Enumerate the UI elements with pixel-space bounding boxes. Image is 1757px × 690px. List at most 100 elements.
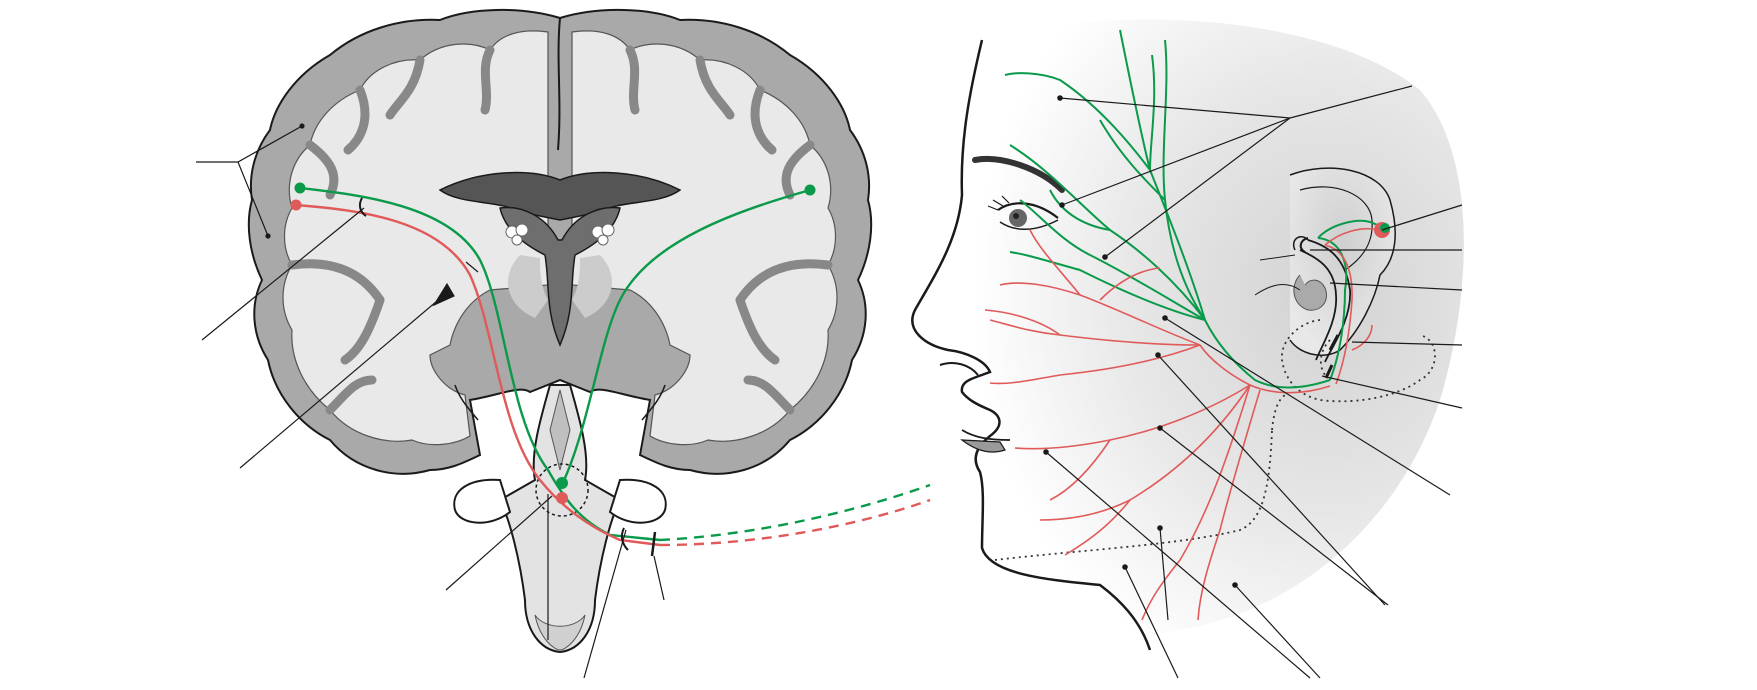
green-branch-1 [1119,29,1206,321]
brainstem [453,384,667,654]
leader-zygomatic [1157,354,1386,606]
medulla-base [534,614,586,651]
corticobulbar-tracts [290,182,931,557]
red-branch-5 [1039,384,1251,521]
stylomastoid-tick [1324,334,1340,379]
green-tract-left [299,186,661,542]
leader-cervical-dot1 [1122,564,1128,570]
basal-ganglia [508,255,548,318]
longitudinal-fissure [557,17,561,151]
red-tract-left [295,203,661,547]
leader-motor-cortex [196,125,303,237]
leader-cervical-branch [1234,584,1321,679]
eyelashes [987,195,1010,211]
facial-nucleus-outline [535,463,589,517]
red-branch-2 [989,319,1201,346]
leader-tb-dot2 [1059,202,1065,208]
leader-facial-nucleus [445,495,553,591]
red-branch-7 [1141,384,1251,621]
leader-internal-capsule-tick [465,261,479,273]
green-branch-4 [1019,199,1206,321]
leader-marginal [1159,427,1389,606]
red-branch-12 [1099,267,1161,301]
green-branch-6 [1004,72,1151,171]
motor-cortex-right-dot [804,184,816,196]
lower-lip [960,439,1006,453]
temporal-zygomatic-branches [1004,29,1386,389]
tract-tick-root [620,527,629,551]
red-branch-11 [1064,499,1131,556]
ear-lobe-dotted [1319,339,1331,376]
leader-stapedius [1381,204,1463,231]
fourth-ventricle [549,389,571,471]
motor-cortex-green-dot [294,182,306,194]
motor-cortex-red-dot [290,199,302,211]
cerebellar-peduncle-left [453,478,512,524]
face-lateral-view [911,19,1464,651]
leader-internal-capsule [239,289,451,469]
pupil [1013,213,1019,219]
basal-ganglia-right [572,255,612,318]
red-to-ear [1324,244,1353,385]
ear-inner [1299,186,1373,271]
red-nerve-dashed [659,498,931,547]
leader-cervical-1 [1124,566,1179,679]
right-sulci [625,45,833,415]
leader-tb-dot1 [1057,95,1063,101]
leader-buccal-dot [1162,315,1168,321]
left-sulci [287,45,495,415]
leader-marginal-dot [1157,425,1163,431]
green-branch-7 [1049,189,1111,231]
leader-temporal-branches [1059,97,1291,258]
red-to-parotid [1351,324,1373,351]
leader-tb-dot3 [1102,254,1108,260]
facial-canal-bend [1299,237,1309,253]
leader-corona-radiata [201,207,365,341]
leader-motor-cortex-dot1 [299,123,305,129]
red-branch-6 [1197,389,1261,621]
green-tract-right [563,188,811,479]
leader-nerve-root [583,529,627,679]
green-branch-5 [1009,251,1206,321]
eye-lower-lid [999,219,1059,230]
green-branch-8 [1099,119,1166,201]
leader-stylomastoid [1321,375,1463,409]
green-trunk [1204,319,1331,389]
green-to-ear-2 [1317,219,1386,239]
mandible-dotted [994,429,1273,561]
tract-tick-canal [650,531,657,557]
brain-leader-lines [196,123,665,679]
eyebrow [972,156,1065,193]
green-branch-9 [1149,54,1156,171]
red-branch-3 [989,344,1201,385]
red-branch-1 [999,282,1201,346]
red-branch-8 [1029,229,1081,296]
nostril [939,362,979,376]
pons-and-medulla [498,384,622,654]
right-temporal-notch [641,384,666,421]
face-leader-lines [1043,85,1463,679]
ear-canal-inner [1299,249,1337,361]
brain-coronal-section [247,9,873,475]
leader-temporal-branches-upper [1289,85,1413,119]
leader-motor-cortex-dot2 [265,233,271,239]
red-branch-4 [1014,384,1251,450]
facial-nucleus-red-dot [556,492,568,504]
leader-cervical-2 [1159,527,1169,621]
upper-lip [961,429,1011,441]
leader-cervical-branch-dot [1232,582,1238,588]
leader-internal-acoustic [653,555,665,601]
buccal-mandibular-cervical-branches [984,228,1379,621]
jaw-angle-dotted [1271,394,1286,431]
face-profile [911,39,1152,651]
green-nerve-dashed [659,483,931,542]
leader-cervical-dot2 [1157,525,1163,531]
leader-mandibular-dot [1043,449,1049,455]
facial-nucleus-green-dot [556,477,568,489]
cerebellar-peduncle-right [608,478,667,524]
head-shading [917,19,1464,640]
green-to-ear [1317,237,1348,381]
choroid-plexus [505,223,615,246]
corpus-callosum [438,171,682,221]
